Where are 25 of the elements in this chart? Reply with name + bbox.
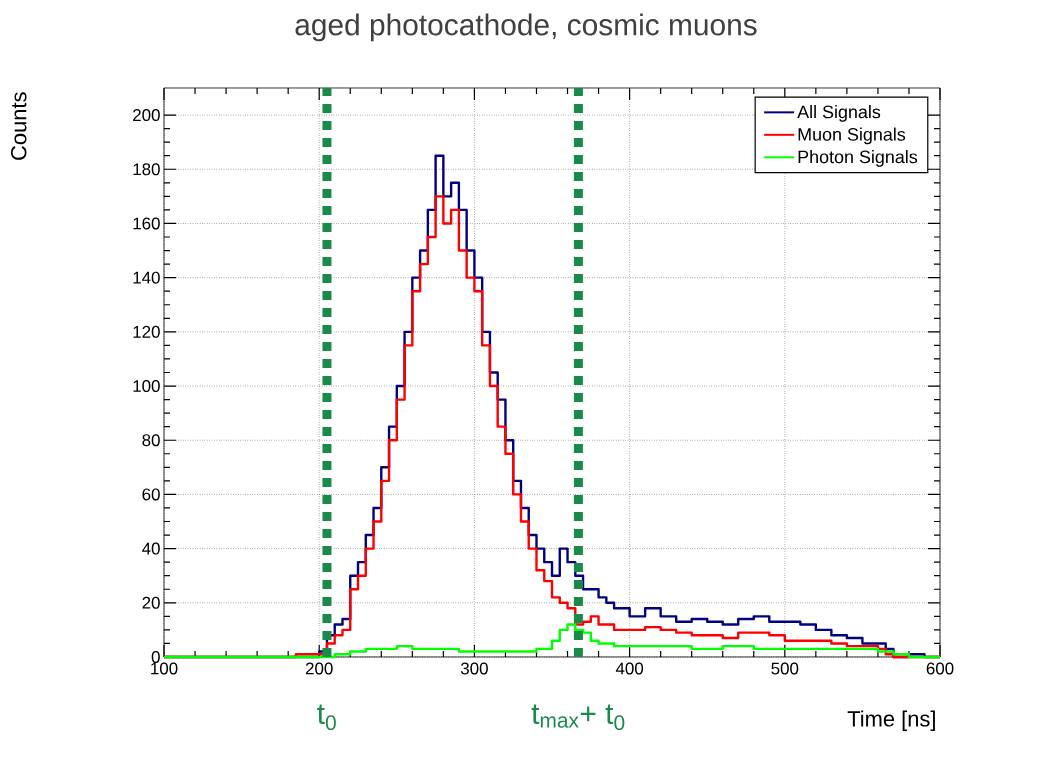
x-tick-label: 100 <box>151 662 178 675</box>
legend-label: Photon Signals <box>798 150 918 167</box>
y-tick-label: 160 <box>133 217 160 230</box>
y-axis-title: Counts <box>10 92 27 160</box>
y-tick-label: 60 <box>142 488 160 501</box>
legend-label: All Signals <box>797 105 881 122</box>
y-tick-label: 0 <box>151 650 160 663</box>
y-tick-label: 180 <box>133 163 160 176</box>
y-tick-label: 200 <box>133 109 160 122</box>
x-tick-label: 200 <box>305 662 333 675</box>
x-tick-label: 300 <box>460 662 488 675</box>
x-tick-label: 400 <box>615 662 644 675</box>
y-tick-label: 40 <box>142 542 160 555</box>
y-tick-label: 120 <box>133 325 160 338</box>
y-tick-label: 100 <box>133 380 160 393</box>
ref-line-label: t$_{0}$ <box>317 704 336 731</box>
chart-title: aged photocathode, cosmic muons <box>295 13 757 42</box>
legend-label: Muon Signals <box>798 127 906 145</box>
y-tick-label: 20 <box>142 596 160 609</box>
y-tick-label: 80 <box>142 434 160 447</box>
x-tick-label: 500 <box>771 662 799 675</box>
x-tick-label: 600 <box>926 662 954 675</box>
x-axis-title: Time [ns] <box>847 710 935 731</box>
y-tick-label: 140 <box>133 271 160 284</box>
ref-line-label: t$_{max}$+ t$_{0}$ <box>531 704 625 731</box>
